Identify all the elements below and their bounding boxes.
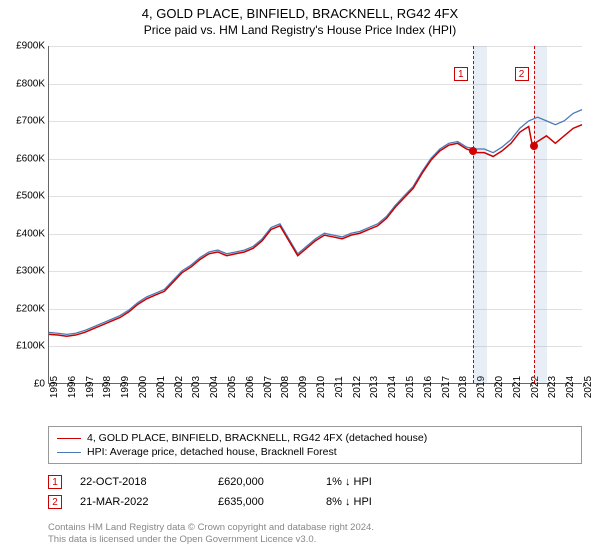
footer-attribution: Contains HM Land Registry data © Crown c… bbox=[48, 522, 582, 546]
transaction-marker-label: 1 bbox=[454, 67, 468, 81]
legend-swatch bbox=[57, 452, 81, 453]
legend-item: HPI: Average price, detached house, Brac… bbox=[57, 445, 573, 459]
transaction-row: 2 21-MAR-2022 £635,000 8% ↓ HPI bbox=[48, 492, 582, 512]
footer-line-1: Contains HM Land Registry data © Crown c… bbox=[48, 522, 582, 534]
transactions-table: 1 22-OCT-2018 £620,000 1% ↓ HPI 2 21-MAR-2022… bbox=[48, 472, 582, 512]
legend-label: 4, GOLD PLACE, BINFIELD, BRACKNELL, RG42… bbox=[87, 432, 427, 444]
series-line bbox=[49, 110, 582, 335]
transaction-index: 2 bbox=[48, 495, 62, 509]
transaction-row: 1 22-OCT-2018 £620,000 1% ↓ HPI bbox=[48, 472, 582, 492]
y-axis-label: £600K bbox=[16, 153, 45, 164]
footer-line-2: This data is licensed under the Open Gov… bbox=[48, 534, 582, 546]
series-line bbox=[49, 125, 582, 337]
y-axis-label: £300K bbox=[16, 266, 45, 277]
transaction-marker-dot bbox=[469, 147, 477, 155]
transaction-price: £620,000 bbox=[218, 476, 308, 488]
transaction-date: 22-OCT-2018 bbox=[80, 476, 200, 488]
transaction-index: 1 bbox=[48, 475, 62, 489]
transaction-marker-label: 2 bbox=[515, 67, 529, 81]
x-axis-label: 2025 bbox=[583, 376, 594, 398]
y-axis-label: £0 bbox=[34, 379, 45, 390]
transaction-delta: 8% ↓ HPI bbox=[326, 496, 416, 508]
y-axis-label: £900K bbox=[16, 41, 45, 52]
transaction-date: 21-MAR-2022 bbox=[80, 496, 200, 508]
legend-swatch bbox=[57, 438, 81, 439]
y-axis-label: £500K bbox=[16, 191, 45, 202]
transaction-delta: 1% ↓ HPI bbox=[326, 476, 416, 488]
legend-item: 4, GOLD PLACE, BINFIELD, BRACKNELL, RG42… bbox=[57, 431, 573, 445]
y-axis-label: £200K bbox=[16, 303, 45, 314]
y-axis-label: £400K bbox=[16, 228, 45, 239]
price-chart: £0£100K£200K£300K£400K£500K£600K£700K£80… bbox=[48, 46, 582, 384]
y-axis-label: £700K bbox=[16, 116, 45, 127]
page-title: 4, GOLD PLACE, BINFIELD, BRACKNELL, RG42… bbox=[0, 6, 600, 21]
y-axis-label: £100K bbox=[16, 341, 45, 352]
transaction-price: £635,000 bbox=[218, 496, 308, 508]
transaction-marker-dot bbox=[530, 142, 538, 150]
y-axis-label: £800K bbox=[16, 78, 45, 89]
chart-legend: 4, GOLD PLACE, BINFIELD, BRACKNELL, RG42… bbox=[48, 426, 582, 464]
page-subtitle: Price paid vs. HM Land Registry's House … bbox=[0, 23, 600, 37]
legend-label: HPI: Average price, detached house, Brac… bbox=[87, 446, 337, 458]
